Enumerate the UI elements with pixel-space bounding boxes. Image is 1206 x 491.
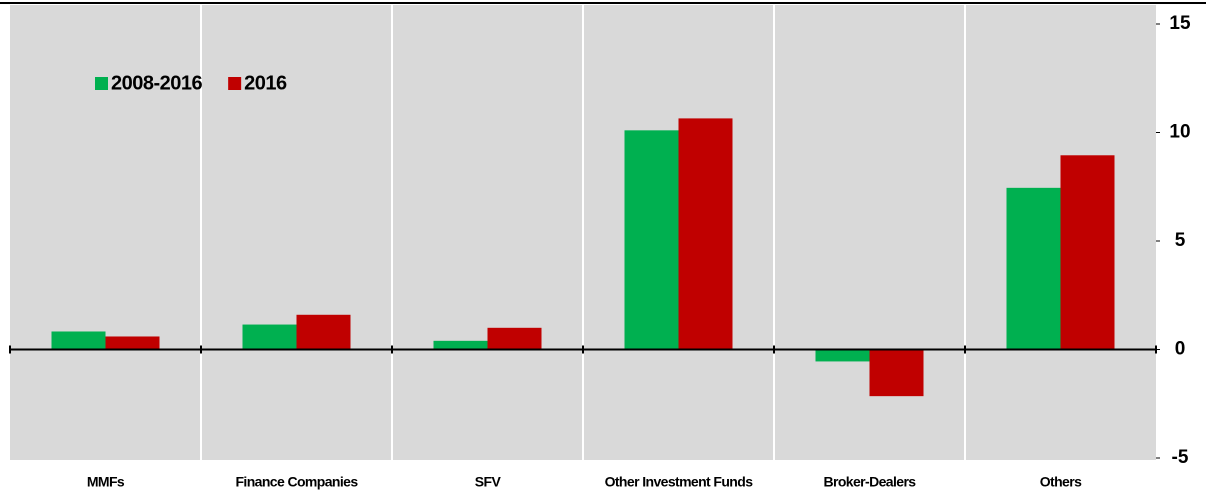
bar <box>815 349 870 362</box>
bar <box>51 331 106 350</box>
bar <box>242 324 297 350</box>
x-tick-label: MMFs <box>87 474 125 490</box>
bar <box>487 327 542 350</box>
x-tick-label: Other Investment Funds <box>605 474 754 490</box>
bar <box>433 340 488 350</box>
x-tick-label: SFV <box>475 474 502 490</box>
bar <box>1060 155 1115 350</box>
bar <box>869 349 924 397</box>
legend-swatch <box>228 77 242 90</box>
legend-label: 2016 <box>244 72 287 94</box>
y-tick-label: 5 <box>1175 230 1186 251</box>
bar <box>624 130 679 350</box>
y-tick-label: 0 <box>1175 339 1186 360</box>
y-tick-label: 10 <box>1169 122 1190 143</box>
x-tick-label: Others <box>1040 474 1082 490</box>
bar <box>296 314 351 350</box>
y-tick-label: 15 <box>1169 13 1191 34</box>
y-tick-label: -5 <box>1172 447 1189 468</box>
legend-label: 2008-2016 <box>111 72 203 94</box>
x-tick-label: Finance Companies <box>235 474 358 490</box>
bar <box>678 118 733 350</box>
x-tick-label: Broker-Dealers <box>824 474 917 490</box>
legend-swatch <box>95 77 108 90</box>
bar <box>105 336 160 350</box>
bar <box>1006 187 1061 350</box>
